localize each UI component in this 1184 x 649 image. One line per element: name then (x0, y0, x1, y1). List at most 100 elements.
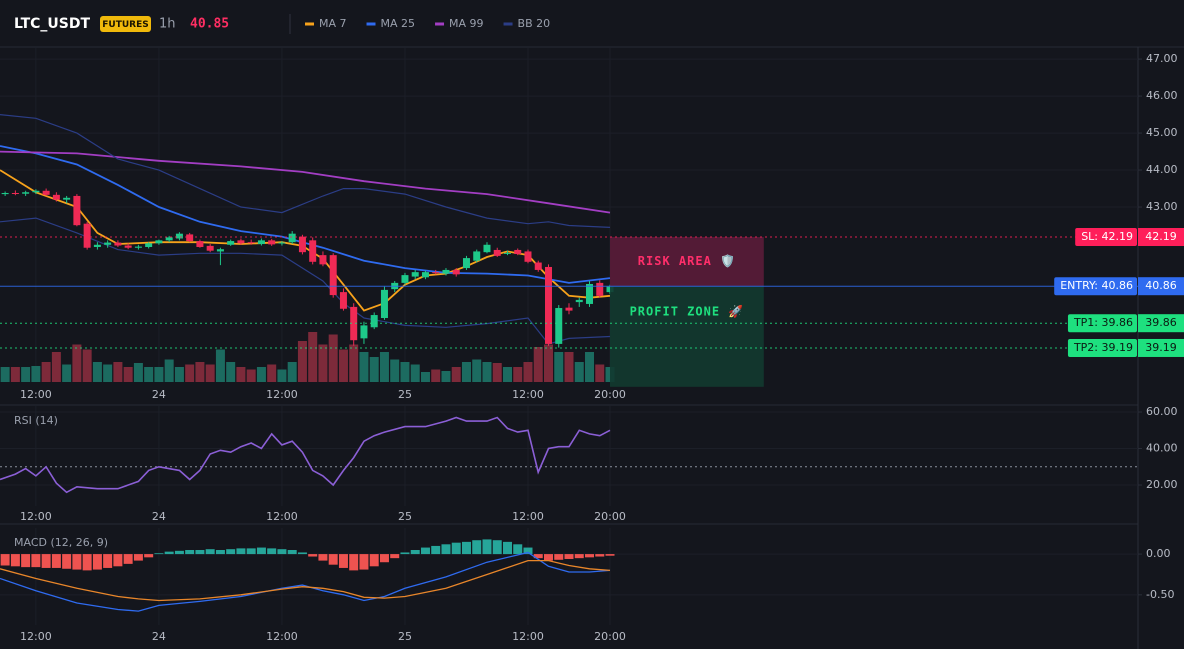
volume-bar (513, 367, 523, 382)
candle-body (473, 251, 481, 261)
candle-body (452, 269, 460, 275)
y-tick-label: 46.00 (1146, 89, 1178, 102)
candle-body (196, 241, 204, 247)
volume-bar (451, 367, 461, 382)
volume-bar (554, 352, 564, 382)
candle-body (268, 240, 276, 245)
y-tick-label: 60.00 (1146, 405, 1178, 418)
macd-histogram-bar (123, 554, 133, 564)
candle-body (227, 241, 235, 245)
volume-bar (287, 362, 297, 382)
macd-histogram-bar (523, 547, 533, 555)
candle-body (329, 255, 337, 296)
candle-body (134, 246, 142, 248)
candle-body (462, 258, 470, 269)
macd-histogram-bar (492, 540, 502, 555)
legend-label[interactable]: BB 20 (518, 17, 551, 30)
macd-histogram-bar (113, 554, 123, 567)
candle-body (288, 233, 296, 243)
level-label-bg (1067, 338, 1137, 357)
x-tick-label: 12:00 (512, 630, 544, 643)
macd-histogram-bar (461, 541, 471, 555)
candle-body (421, 272, 429, 278)
macd-histogram-bar (154, 553, 164, 555)
candle-body (575, 299, 583, 303)
volume-bar (103, 364, 113, 382)
y-tick-label: 43.00 (1146, 200, 1178, 213)
volume-bar (564, 352, 574, 382)
macd-histogram-bar (103, 554, 113, 568)
x-tick-label: 24 (152, 630, 166, 643)
candle-body (442, 269, 450, 274)
candle-body (186, 234, 194, 242)
volume-bar (123, 367, 133, 382)
volume-bar (441, 371, 451, 382)
volume-bar (113, 362, 123, 382)
macd-histogram-bar (41, 554, 51, 568)
candle-body (257, 240, 265, 245)
macd-histogram-bar (133, 554, 143, 561)
level-value: 39.86 (1145, 316, 1177, 329)
volume-bar (431, 369, 441, 382)
macd-histogram-bar (554, 554, 564, 560)
macd-histogram-bar (359, 554, 369, 570)
volume-bar (297, 341, 307, 382)
macd-histogram-bar (585, 554, 595, 558)
level-value-bg (1138, 228, 1184, 247)
candle-body (534, 262, 542, 270)
macd-histogram-bar (62, 554, 72, 569)
volume-bar (482, 362, 492, 382)
x-tick-label: 20:00 (594, 510, 626, 523)
y-tick-label: 0.00 (1146, 547, 1171, 560)
macd-histogram-bar (51, 554, 61, 568)
interval[interactable]: 1h (159, 17, 176, 32)
legend-label[interactable]: MA 99 (449, 17, 484, 30)
volume-bar (338, 349, 348, 382)
x-tick-label: 12:00 (512, 388, 544, 401)
candle-body (555, 308, 563, 344)
y-tick-label: 20.00 (1146, 478, 1178, 491)
macd-histogram-bar (564, 554, 574, 559)
candle-body (339, 292, 347, 309)
legend-label[interactable]: MA 25 (381, 17, 416, 30)
volume-bar (410, 364, 420, 382)
candle-body (360, 325, 368, 339)
volume-bar (318, 344, 328, 382)
candle-body (63, 197, 71, 200)
macd-histogram-bar (502, 541, 512, 555)
volume-bar (533, 347, 543, 382)
macd-histogram-bar (0, 554, 10, 566)
volume-bar (461, 362, 471, 382)
badge-bg (100, 16, 151, 32)
level-label-bg (1075, 228, 1137, 247)
volume-bar (41, 362, 51, 382)
macd-histogram-bar (400, 552, 410, 555)
x-tick-label: 12:00 (20, 630, 52, 643)
candle-body (93, 244, 101, 247)
macd-histogram-bar (246, 548, 256, 555)
volume-bar (369, 357, 379, 382)
macd-histogram-bar (605, 554, 615, 556)
volume-bar (62, 364, 72, 382)
candle-body (237, 240, 245, 244)
macd-histogram-bar (543, 554, 553, 561)
candle-body (104, 242, 112, 245)
level-value-bg (1138, 338, 1184, 357)
macd-histogram-bar (267, 548, 277, 555)
volume-bar (215, 349, 225, 382)
legend: MA 7 MA 25 MA 99 BB 20 (305, 17, 550, 30)
candle-body (11, 192, 19, 194)
macd-histogram-bar (31, 554, 41, 568)
volume-bar (585, 352, 595, 382)
legend-label[interactable]: MA 7 (319, 17, 347, 30)
macd-histogram-bar (308, 554, 318, 557)
macd-histogram-bar (226, 549, 236, 555)
candle-body (165, 237, 173, 241)
y-tick-label: 45.00 (1146, 126, 1178, 139)
panel-title: MACD (12, 26, 9) (14, 536, 108, 549)
candle-body (432, 272, 440, 274)
volume-bar (226, 362, 236, 382)
candle-body (483, 244, 491, 253)
level-label-bg (1067, 314, 1137, 333)
